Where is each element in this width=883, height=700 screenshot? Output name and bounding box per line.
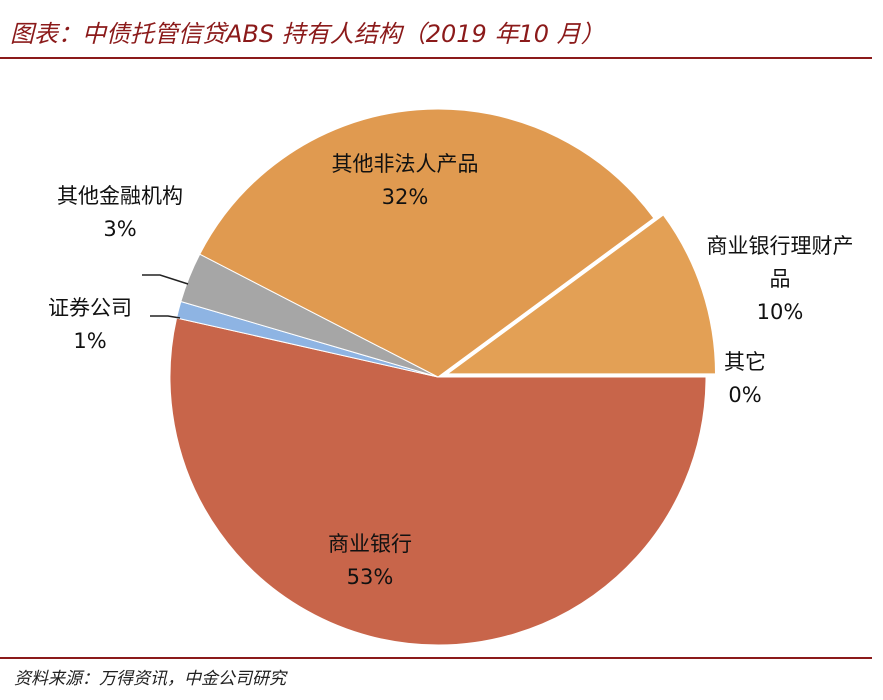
value-label: 53% [346, 565, 394, 589]
slice-label: 其他非法人产品 32% [330, 148, 480, 214]
pie-slice [199, 108, 655, 378]
leader-line [142, 274, 189, 285]
slice-label: 证券公司 1% [20, 292, 160, 358]
category-label: 证券公司 [48, 296, 132, 320]
category-label: 其他金融机构 [57, 184, 183, 208]
value-label: 32% [381, 185, 429, 209]
slice-label: 商业银行 53% [300, 528, 440, 594]
slice-label: 商业银行理财产品 10% [700, 230, 860, 329]
slice-label: 其它 0% [700, 346, 790, 412]
pie-slice [169, 317, 707, 646]
slice-label: 其他金融机构 3% [40, 180, 200, 246]
chart-title: 图表：中债托管信贷ABS 持有人结构（2019 年10 月） [10, 20, 605, 48]
value-label: 10% [756, 300, 804, 324]
source-note: 资料来源：万得资讯，中金公司研究 [14, 669, 286, 689]
value-label: 1% [73, 329, 107, 353]
value-label: 0% [728, 383, 762, 407]
category-label: 商业银行理财产品 [706, 234, 854, 291]
category-label: 其他非法人产品 [331, 152, 479, 176]
category-label: 商业银行 [328, 532, 412, 556]
pie-slice [445, 214, 717, 375]
category-label: 其它 [724, 350, 766, 374]
leader-line [150, 315, 181, 319]
value-label: 3% [103, 217, 137, 241]
